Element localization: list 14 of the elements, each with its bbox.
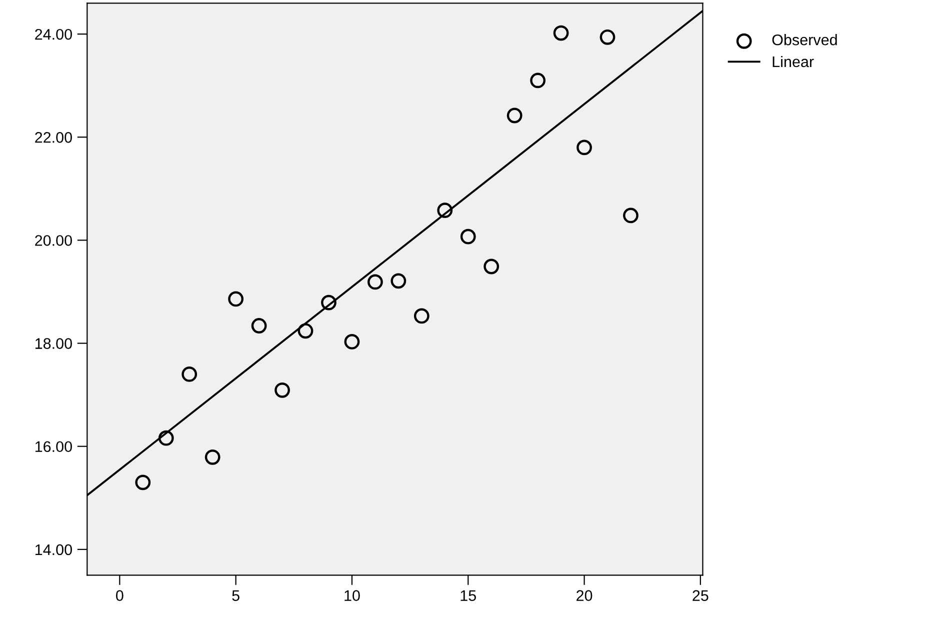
x-tick-label: 5 — [232, 590, 240, 601]
x-tick-label: 25 — [692, 590, 708, 601]
y-tick-label: 20.00 — [35, 235, 72, 246]
x-tick-label: 20 — [576, 590, 592, 601]
x-tick-label: 10 — [344, 590, 360, 601]
x-tick-label: 15 — [460, 590, 476, 601]
y-tick-label: 18.00 — [35, 338, 72, 349]
legend-label: Linear — [772, 56, 814, 68]
legend-label: Observed — [772, 34, 837, 46]
y-tick-label: 16.00 — [35, 441, 72, 452]
y-tick-label: 14.00 — [35, 544, 72, 556]
y-tick-label: 24.00 — [35, 28, 72, 40]
y-tick-label: 22.00 — [35, 132, 72, 143]
x-tick-label: 0 — [116, 590, 124, 601]
